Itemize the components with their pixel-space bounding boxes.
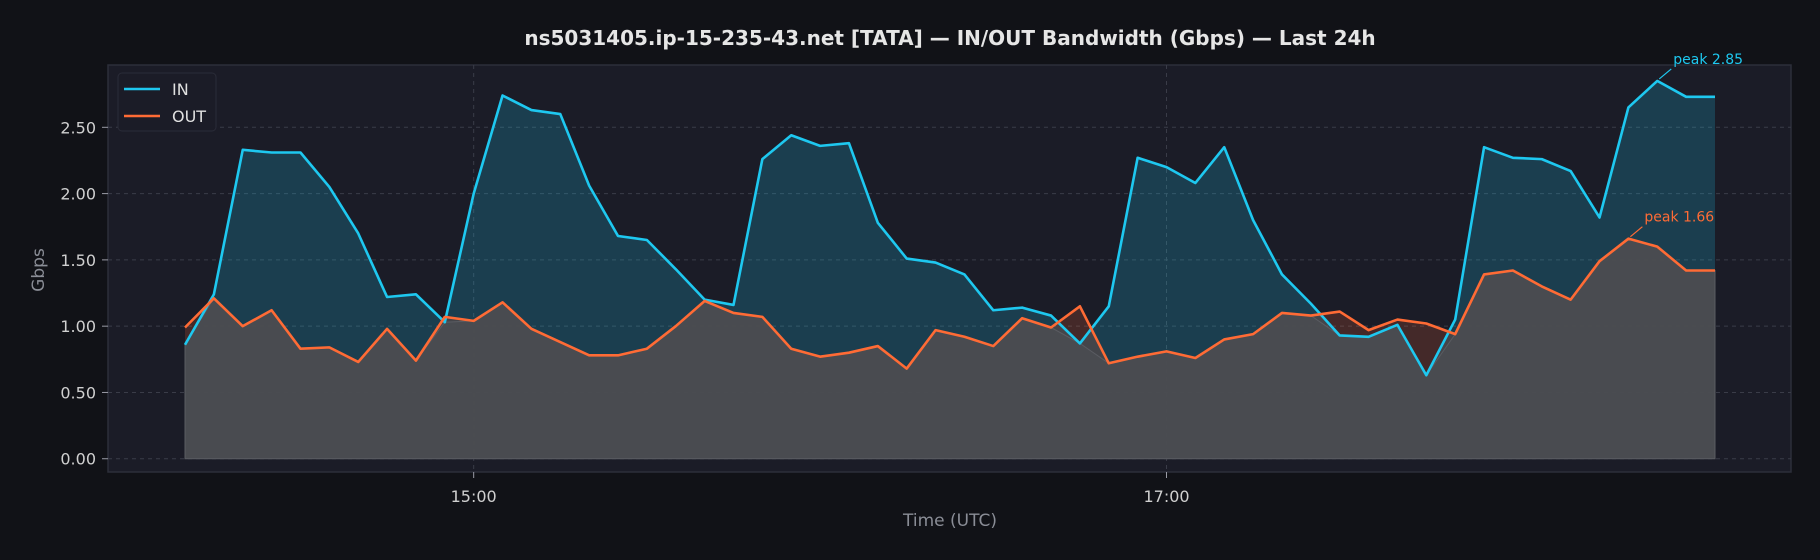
- legend: IN OUT: [117, 72, 217, 132]
- x-axis-label: Time (UTC): [902, 511, 997, 531]
- peak-annotation-in: peak 2.85: [1673, 52, 1743, 68]
- peak-annotation-out: peak 1.66: [1644, 210, 1714, 226]
- series-line-in: [183, 79, 1715, 377]
- x-axis: 15:00 17:00: [451, 472, 1190, 506]
- y-tick-label: 2.50: [60, 118, 96, 137]
- y-axis: 0.00 0.50 1.00 1.50 2.00 2.50: [60, 118, 108, 469]
- series-line-out: [184, 237, 1715, 370]
- series-lines: [183, 79, 1715, 377]
- y-tick-label: 1.00: [60, 317, 96, 336]
- y-tick-label: 0.50: [60, 383, 96, 402]
- y-tick-label: 1.50: [60, 251, 96, 270]
- x-tick-label: 17:00: [1143, 487, 1189, 506]
- y-tick-label: 2.00: [60, 185, 96, 204]
- annotation-arrow: [1630, 226, 1643, 238]
- peak-annotations: peak 2.85 peak 1.66: [1630, 52, 1743, 238]
- legend-label-out: OUT: [172, 107, 206, 126]
- legend-label-in: IN: [172, 80, 189, 99]
- y-axis-label: Gbps: [29, 248, 49, 292]
- x-tick-label: 15:00: [451, 487, 497, 506]
- annotation-arrow: [1658, 68, 1672, 80]
- y-tick-label: 0.00: [60, 450, 96, 469]
- chart-title: ns5031405.ip-15-235-43.net [TATA] — IN/O…: [524, 26, 1375, 50]
